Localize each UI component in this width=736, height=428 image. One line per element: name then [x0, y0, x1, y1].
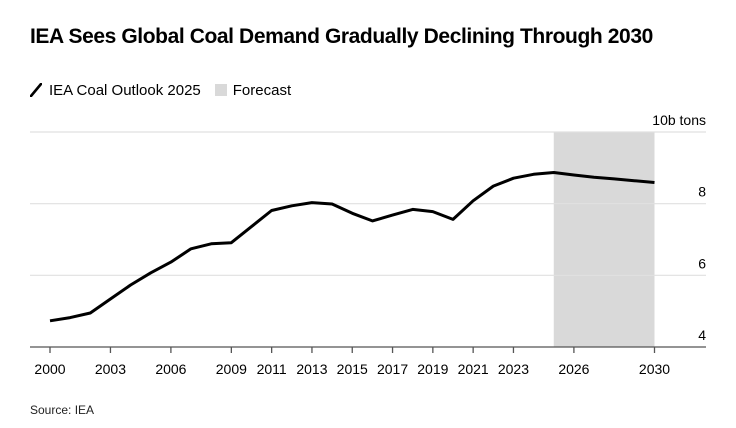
x-tick-label: 2013 — [296, 361, 327, 377]
x-tick-label: 2011 — [257, 361, 287, 377]
x-tick-label: 2006 — [155, 361, 186, 377]
source-note: Source: IEA — [30, 403, 95, 417]
x-tick-label: 2017 — [377, 361, 408, 377]
legend-label-coal-outlook: IEA Coal Outlook 2025 — [49, 81, 201, 99]
y-tick-label: 4 — [698, 327, 706, 343]
line-series-icon — [30, 83, 42, 97]
chart-title: IEA Sees Global Coal Demand Gradually De… — [30, 25, 653, 48]
x-tick-label: 2019 — [417, 361, 448, 377]
forecast-band — [553, 132, 655, 347]
y-tick-label: 6 — [698, 255, 706, 271]
legend: IEA Coal Outlook 2025 Forecast — [30, 80, 305, 100]
x-tick-label: 2021 — [458, 361, 489, 377]
y-tick-label: 10b tons — [652, 112, 706, 128]
legend-label-forecast: Forecast — [232, 81, 292, 99]
x-tick-label: 2023 — [498, 361, 529, 377]
x-tick-label: 2009 — [216, 361, 247, 377]
x-tick-label: 2003 — [95, 361, 126, 377]
y-tick-label: 8 — [698, 184, 706, 200]
x-tick-label: 2030 — [639, 361, 670, 377]
legend-item-coal-outlook: IEA Coal Outlook 2025 — [30, 82, 201, 99]
legend-item-forecast: Forecast — [214, 81, 292, 99]
x-tick-label: 2015 — [337, 361, 368, 377]
x-tick-label: 2026 — [558, 361, 589, 377]
series-line-coal-outlook — [49, 171, 655, 323]
forecast-swatch-icon — [214, 84, 227, 96]
x-tick-label: 2000 — [34, 361, 65, 377]
